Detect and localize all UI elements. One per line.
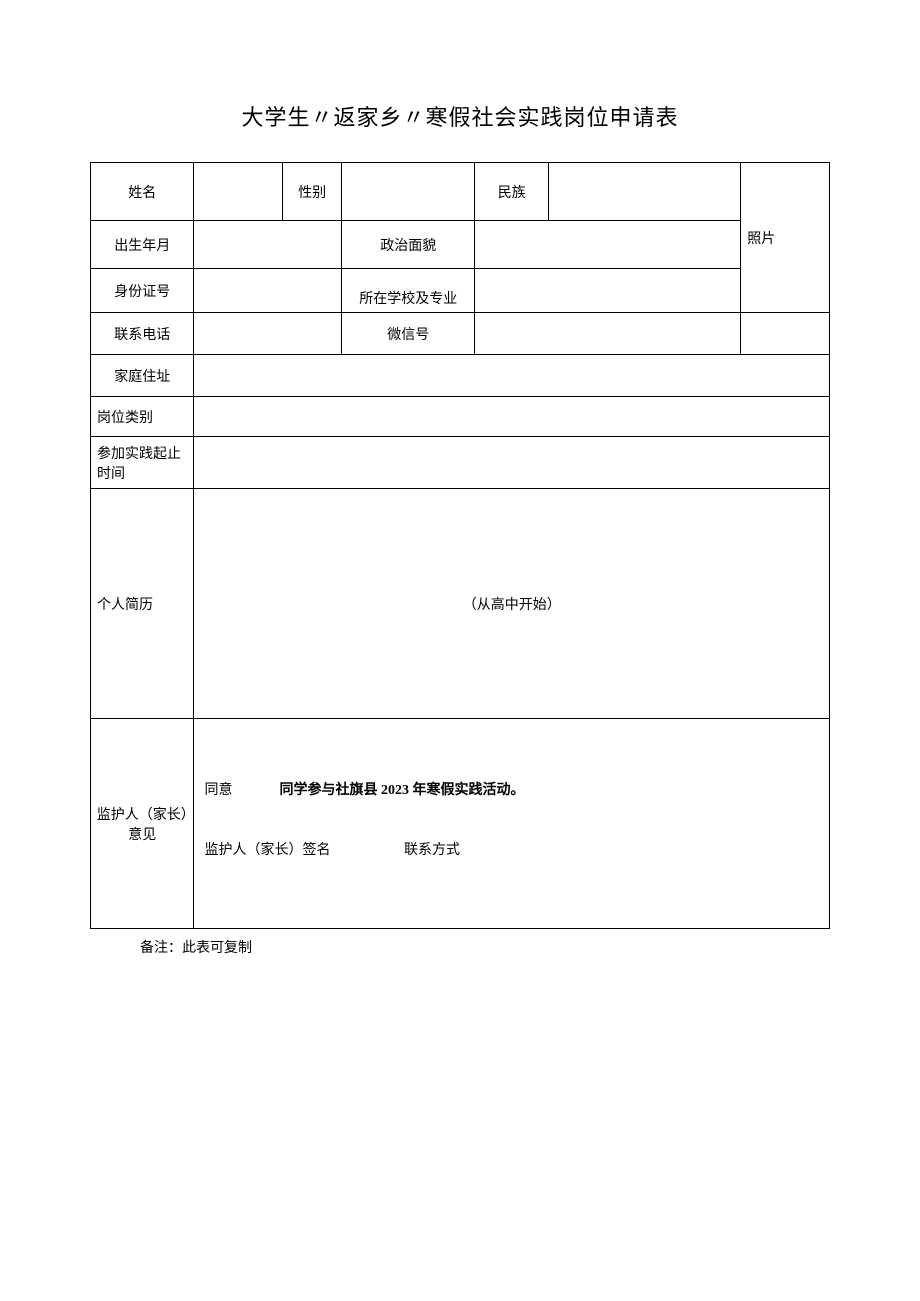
- application-form-table: 姓名 性别 民族 照片 出生年月 政治面貌 身份证号 所在学校及专业 联系电话 …: [90, 162, 830, 929]
- field-address[interactable]: [194, 355, 830, 397]
- label-jobtype: 岗位类别: [91, 397, 194, 437]
- consent-prefix: 同意: [204, 783, 232, 798]
- label-phone: 联系电话: [91, 313, 194, 355]
- label-practice-time: 参加实践起止时间: [91, 437, 194, 489]
- resume-hint: （从高中开始）: [463, 598, 561, 613]
- label-political: 政治面貌: [342, 221, 475, 269]
- label-address: 家庭住址: [91, 355, 194, 397]
- guardian-consent-line: 同意 同学参与社旗县 2023 年寒假实践活动。: [204, 779, 819, 799]
- field-practice-time[interactable]: [194, 437, 830, 489]
- field-resume[interactable]: （从高中开始）: [194, 489, 830, 719]
- label-wechat: 微信号: [342, 313, 475, 355]
- guardian-content-cell[interactable]: 同意 同学参与社旗县 2023 年寒假实践活动。 监护人（家长）签名 联系方式: [194, 719, 830, 929]
- field-ethnicity[interactable]: [549, 163, 741, 221]
- photo-cell[interactable]: 照片: [741, 163, 830, 313]
- field-wechat[interactable]: [475, 313, 741, 355]
- label-school: 所在学校及专业: [342, 269, 475, 313]
- label-gender: 性别: [283, 163, 342, 221]
- form-note: 备注：此表可复制: [140, 937, 830, 957]
- label-idnum: 身份证号: [91, 269, 194, 313]
- label-birth: 出生年月: [91, 221, 194, 269]
- field-phone[interactable]: [194, 313, 342, 355]
- field-jobtype[interactable]: [194, 397, 830, 437]
- label-name: 姓名: [91, 163, 194, 221]
- label-guardian: 监护人（家长）意见: [91, 719, 194, 929]
- field-political[interactable]: [475, 221, 741, 269]
- form-title: 大学生〃返家乡〃寒假社会实践岗位申请表: [90, 100, 830, 132]
- label-resume: 个人简历: [91, 489, 194, 719]
- guardian-sig-label: 监护人（家长）签名: [204, 839, 330, 859]
- empty-cell-r4: [741, 313, 830, 355]
- field-birth[interactable]: [194, 221, 342, 269]
- field-name[interactable]: [194, 163, 283, 221]
- field-school[interactable]: [475, 269, 741, 313]
- field-gender[interactable]: [342, 163, 475, 221]
- consent-text: 同学参与社旗县 2023 年寒假实践活动。: [279, 783, 524, 798]
- field-idnum[interactable]: [194, 269, 342, 313]
- guardian-contact-label: 联系方式: [404, 839, 460, 859]
- guardian-signature-line: 监护人（家长）签名 联系方式: [204, 839, 819, 859]
- label-ethnicity: 民族: [475, 163, 549, 221]
